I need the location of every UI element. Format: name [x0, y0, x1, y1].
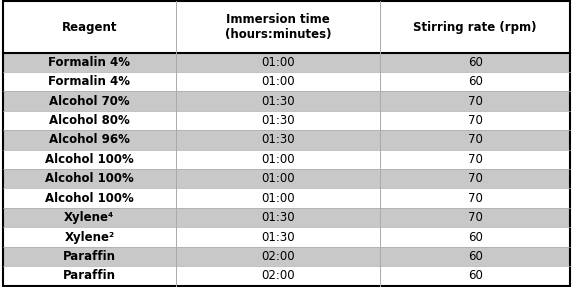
- Bar: [3, 227, 570, 247]
- Bar: [3, 189, 570, 208]
- Text: 70: 70: [468, 133, 482, 146]
- Bar: [3, 1, 570, 53]
- Text: 70: 70: [468, 172, 482, 185]
- Bar: [3, 130, 570, 150]
- Text: Alcohol 100%: Alcohol 100%: [45, 192, 134, 205]
- Bar: [3, 169, 570, 189]
- Text: 01:00: 01:00: [261, 56, 295, 69]
- Text: Alcohol 80%: Alcohol 80%: [49, 114, 129, 127]
- Text: Alcohol 70%: Alcohol 70%: [49, 95, 129, 108]
- Text: 60: 60: [468, 250, 482, 263]
- Text: 70: 70: [468, 95, 482, 108]
- Text: Xylene²: Xylene²: [64, 230, 115, 244]
- Text: Alcohol 96%: Alcohol 96%: [49, 133, 130, 146]
- Bar: [3, 91, 570, 111]
- Text: 60: 60: [468, 75, 482, 88]
- Text: 01:30: 01:30: [261, 211, 295, 224]
- Text: 01:30: 01:30: [261, 95, 295, 108]
- Text: 02:00: 02:00: [261, 250, 295, 263]
- Text: 70: 70: [468, 153, 482, 166]
- Bar: [3, 72, 570, 91]
- Text: Stirring rate (rpm): Stirring rate (rpm): [413, 20, 537, 34]
- Text: 01:30: 01:30: [261, 114, 295, 127]
- Text: 01:30: 01:30: [261, 133, 295, 146]
- Text: 01:00: 01:00: [261, 172, 295, 185]
- Bar: [3, 150, 570, 169]
- Bar: [3, 53, 570, 72]
- Bar: [3, 208, 570, 227]
- Text: Alcohol 100%: Alcohol 100%: [45, 172, 134, 185]
- Text: 01:30: 01:30: [261, 230, 295, 244]
- Text: Formalin 4%: Formalin 4%: [48, 56, 131, 69]
- Text: Paraffin: Paraffin: [63, 250, 116, 263]
- Text: 02:00: 02:00: [261, 269, 295, 282]
- Text: 70: 70: [468, 192, 482, 205]
- Text: 60: 60: [468, 230, 482, 244]
- Bar: [3, 247, 570, 266]
- Text: Xylene⁴: Xylene⁴: [64, 211, 115, 224]
- Text: 70: 70: [468, 114, 482, 127]
- Text: Reagent: Reagent: [62, 20, 117, 34]
- Text: Paraffin: Paraffin: [63, 269, 116, 282]
- Bar: [3, 111, 570, 130]
- Text: 01:00: 01:00: [261, 75, 295, 88]
- Bar: [3, 266, 570, 286]
- Text: 01:00: 01:00: [261, 153, 295, 166]
- Text: 60: 60: [468, 269, 482, 282]
- Text: 70: 70: [468, 211, 482, 224]
- Text: Immersion time
(hours:minutes): Immersion time (hours:minutes): [225, 13, 331, 41]
- Text: Formalin 4%: Formalin 4%: [48, 75, 131, 88]
- Text: Alcohol 100%: Alcohol 100%: [45, 153, 134, 166]
- Text: 60: 60: [468, 56, 482, 69]
- Text: 01:00: 01:00: [261, 192, 295, 205]
